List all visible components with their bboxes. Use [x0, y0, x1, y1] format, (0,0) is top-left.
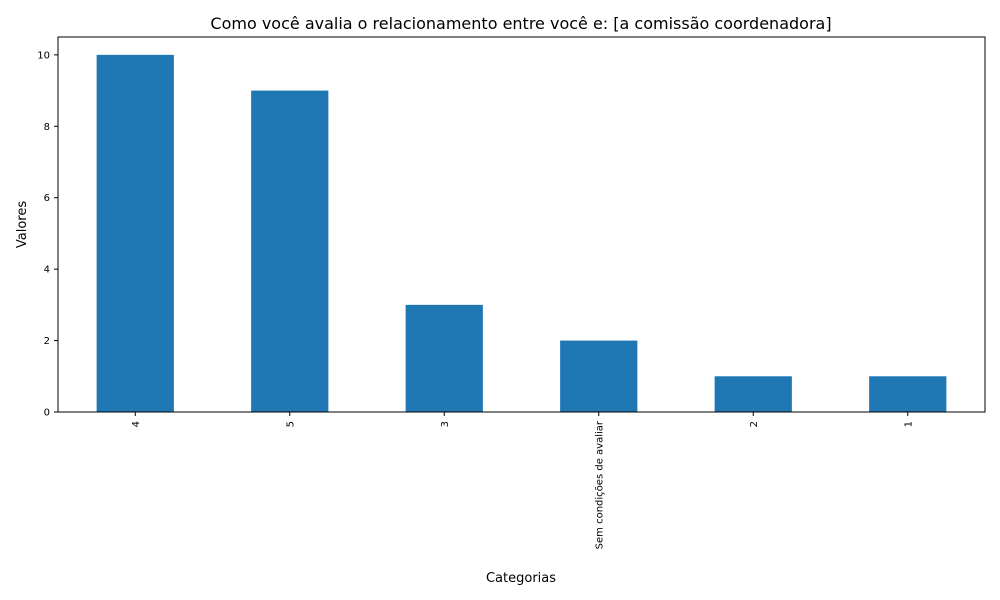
- x-tick-label-5: 1: [903, 421, 914, 427]
- bar-5: [869, 376, 947, 412]
- bar-1: [251, 90, 329, 413]
- y-tick-label-1: 2: [44, 336, 50, 347]
- y-axis-label: Valores: [15, 201, 30, 248]
- bar-0: [96, 54, 174, 412]
- x-axis: 4 5 3 Sem condições de avaliar 2 1: [131, 412, 914, 549]
- x-tick-label-3: Sem condições de avaliar: [594, 420, 605, 549]
- y-tick-label-5: 10: [37, 50, 50, 61]
- plot-frame: [57, 36, 986, 413]
- x-axis-label: Categorias: [486, 571, 556, 586]
- x-tick-label-2: 3: [440, 421, 451, 427]
- y-tick-label-4: 8: [44, 122, 50, 133]
- y-tick-label-3: 6: [44, 193, 50, 204]
- bars-group: [96, 54, 947, 413]
- x-tick-label-0: 4: [131, 421, 142, 427]
- y-axis: 0 2 4 6 8 10: [37, 50, 58, 419]
- y-tick-label-0: 0: [44, 408, 50, 419]
- bar-3: [560, 340, 638, 412]
- x-tick-label-4: 2: [749, 421, 760, 427]
- chart-title: Como você avalia o relacionamento entre …: [210, 14, 831, 33]
- bar-4: [714, 376, 792, 412]
- x-tick-label-1: 5: [285, 421, 296, 427]
- y-tick-label-2: 4: [44, 265, 50, 276]
- bar-2: [405, 304, 483, 412]
